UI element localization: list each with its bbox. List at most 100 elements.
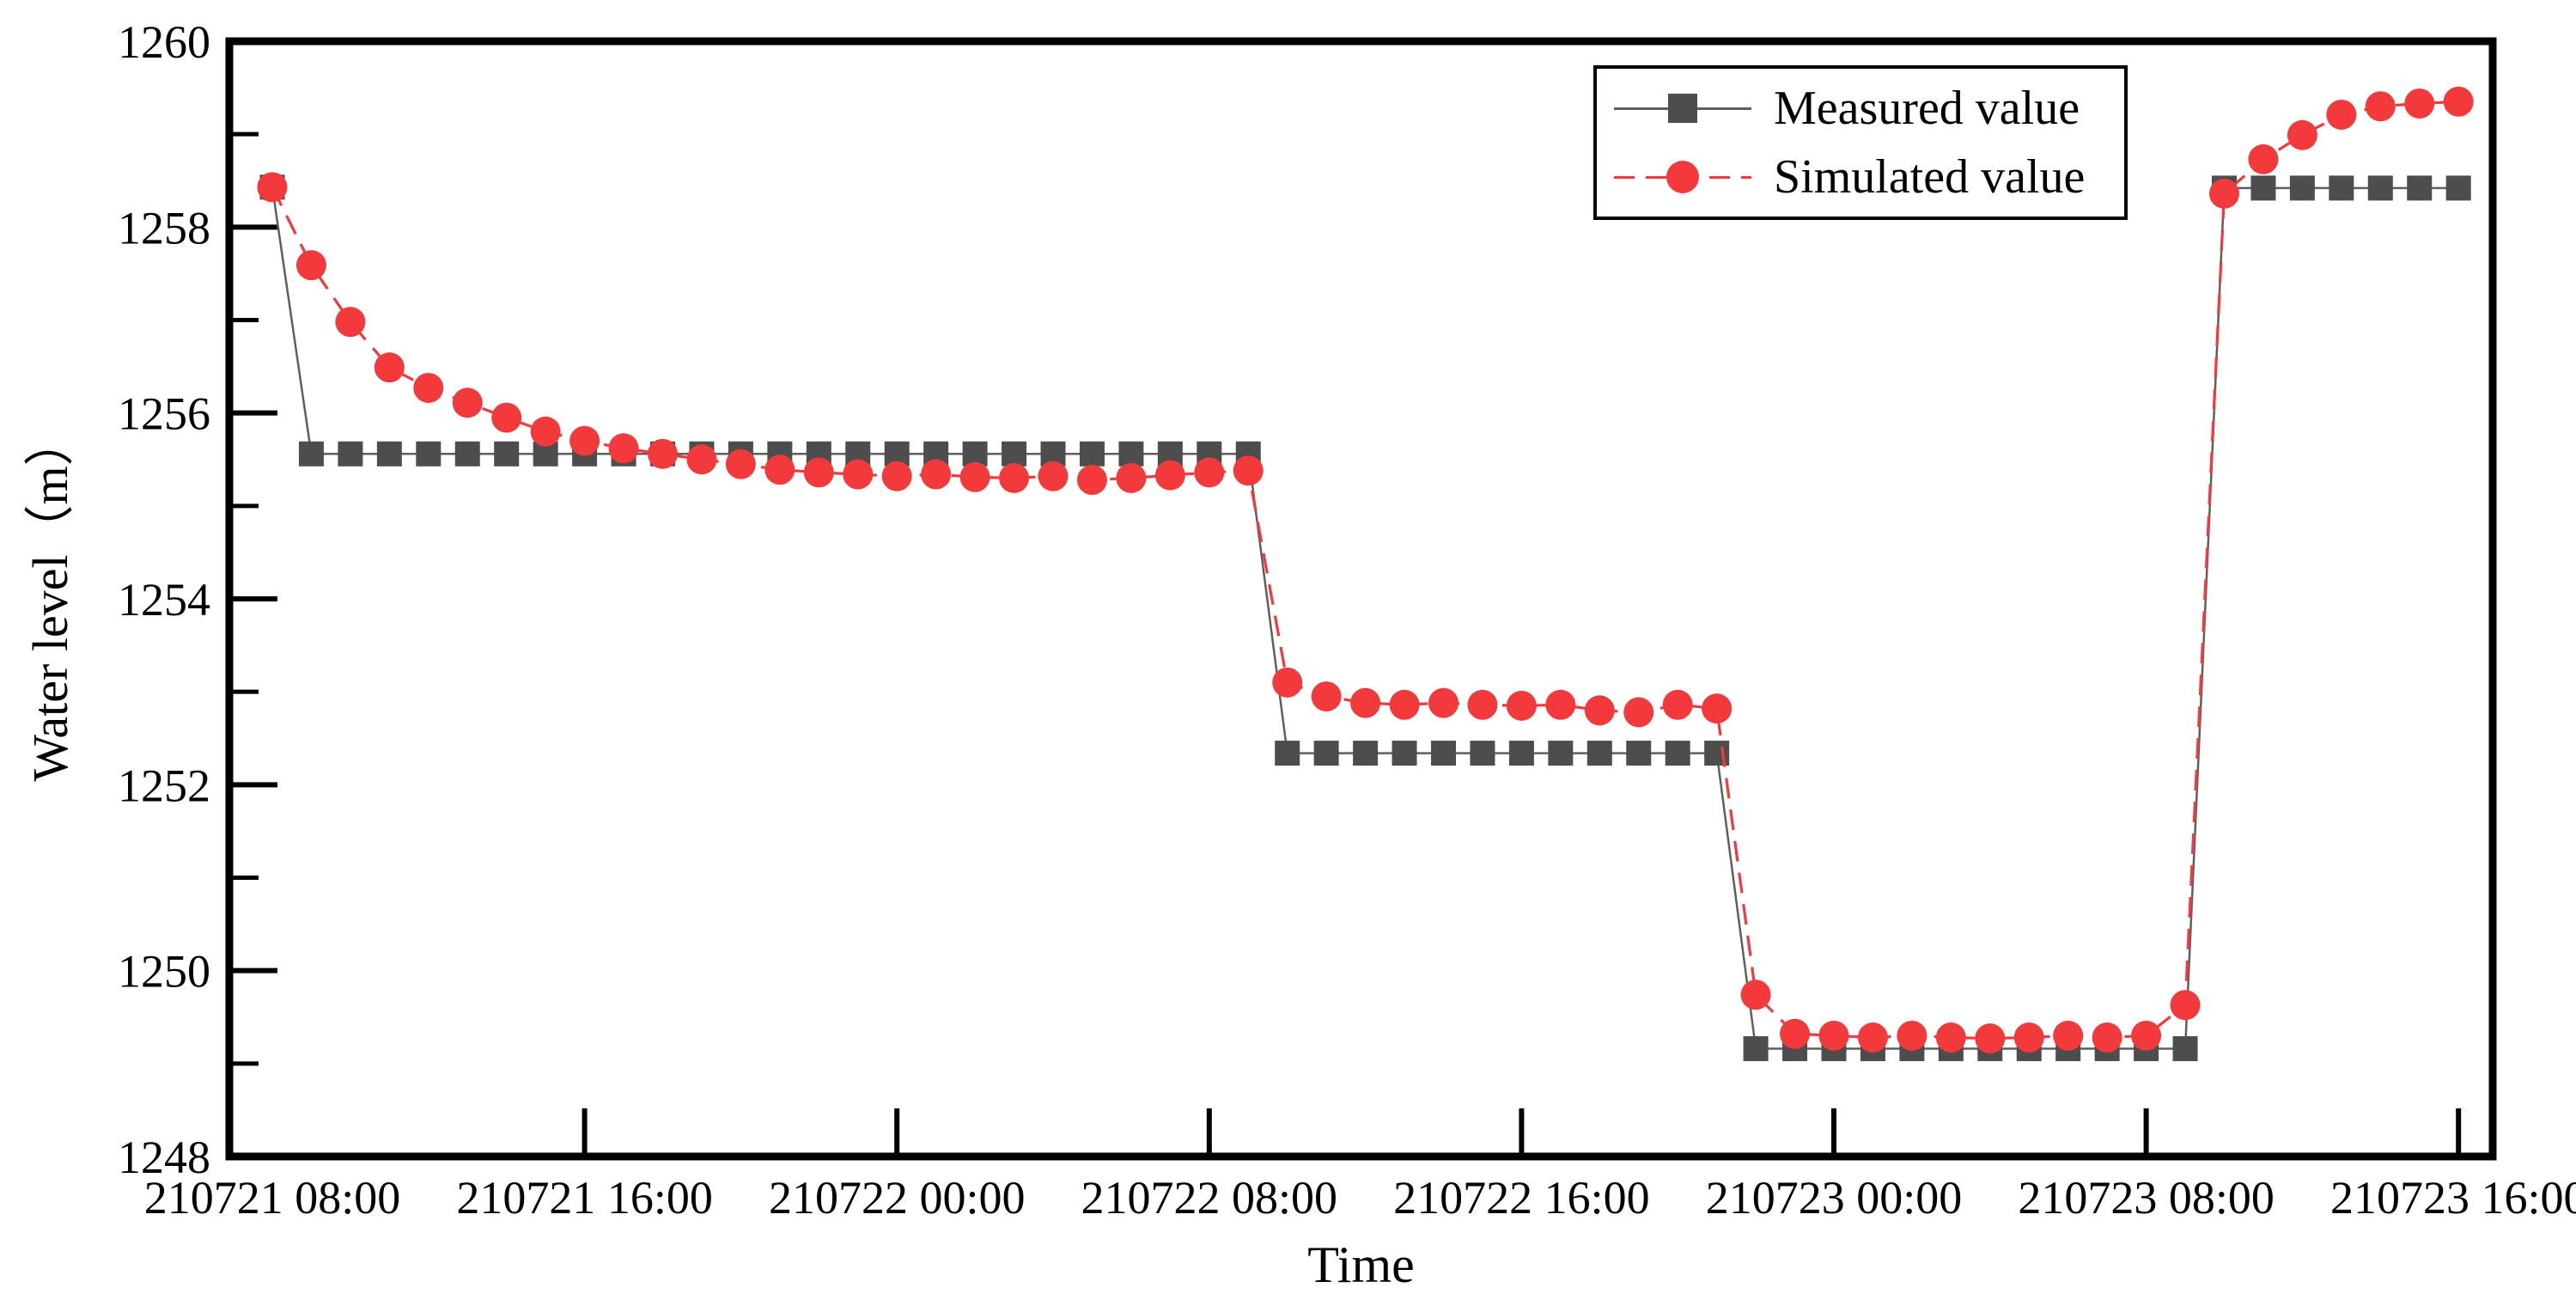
simulated-marker	[803, 457, 834, 488]
simulated-marker	[1076, 465, 1107, 496]
measured-marker	[1118, 441, 1144, 467]
x-axis-tick-label: 210723 16:00	[2330, 1172, 2576, 1224]
measured-marker	[376, 441, 402, 467]
simulated-marker	[1897, 1020, 1927, 1051]
simulated-marker	[374, 352, 405, 383]
measured-marker	[2367, 175, 2393, 201]
measured-marker	[1431, 741, 1456, 766]
measured-marker	[1392, 741, 1417, 766]
simulated-marker	[608, 433, 639, 464]
measured-marker	[1002, 441, 1027, 467]
simulated-marker	[725, 449, 756, 479]
x-axis-tick-label: 210722 00:00	[769, 1172, 1026, 1224]
simulated-marker	[881, 461, 912, 491]
simulated-marker	[2443, 86, 2474, 117]
x-axis-tick-label: 210723 08:00	[2018, 1172, 2275, 1224]
simulated-marker	[2053, 1020, 2084, 1051]
measured-marker	[1079, 441, 1105, 467]
measured-marker	[338, 441, 363, 467]
simulated-marker	[413, 372, 444, 403]
measured-marker	[298, 441, 324, 467]
simulated-marker	[1194, 457, 1225, 488]
simulated-line	[271, 100, 2459, 1041]
simulated-marker	[1584, 695, 1615, 726]
measured-marker	[1626, 741, 1652, 766]
y-axis-tick-label: 1248	[118, 1132, 210, 1183]
measured-marker	[2329, 175, 2354, 201]
simulated-marker	[2013, 1022, 2044, 1053]
x-axis-tick-label: 210722 16:00	[1393, 1172, 1650, 1224]
simulated-marker	[686, 444, 717, 475]
simulated-marker	[1350, 687, 1381, 718]
y-axis-title: Water level（m）	[22, 416, 78, 781]
simulated-marker	[1975, 1023, 2006, 1054]
chart-legend: Measured value Simulated value	[1593, 65, 2128, 220]
measured-marker	[1743, 1036, 1769, 1062]
simulated-marker	[1857, 1022, 1888, 1053]
x-axis-tick-label: 210721 16:00	[456, 1172, 713, 1224]
measured-marker	[454, 441, 480, 467]
simulated-marker	[648, 438, 678, 469]
simulated-marker	[295, 250, 326, 281]
measured-marker	[416, 441, 442, 467]
measured-line-sample-icon	[1614, 88, 1751, 129]
measured-marker	[1548, 741, 1574, 766]
measured-marker	[2407, 175, 2433, 201]
simulated-marker	[2209, 178, 2239, 209]
simulated-marker	[2404, 88, 2435, 119]
simulated-marker	[1272, 667, 1303, 698]
measured-marker	[1275, 741, 1300, 766]
simulated-marker	[1428, 687, 1459, 718]
measured-marker	[2289, 175, 2315, 201]
simulated-marker	[1545, 689, 1576, 720]
simulated-marker	[1935, 1022, 1966, 1053]
legend-label-simulated: Simulated value	[1774, 150, 2086, 204]
measured-marker	[1353, 741, 1379, 766]
simulated-marker	[452, 388, 483, 418]
measured-marker	[1586, 741, 1612, 766]
legend-entry-measured: Measured value	[1614, 84, 2107, 132]
simulated-marker	[2092, 1022, 2122, 1053]
simulated-marker	[1038, 461, 1069, 491]
simulated-marker	[1702, 693, 1733, 724]
measured-marker	[1665, 741, 1690, 766]
simulated-marker	[1506, 690, 1537, 721]
simulated-marker	[530, 416, 561, 447]
measured-marker	[1470, 741, 1495, 766]
simulated-marker	[335, 307, 366, 338]
simulated-marker	[2287, 119, 2317, 150]
y-axis-tick-label: 1256	[118, 388, 210, 440]
simulated-marker	[1818, 1020, 1849, 1051]
simulated-marker	[2365, 91, 2396, 122]
simulated-line-sample-icon	[1614, 156, 1751, 198]
measured-marker	[2172, 1036, 2198, 1062]
simulated-marker	[569, 425, 600, 456]
plot-frame	[225, 37, 2497, 1161]
simulated-marker	[1467, 689, 1498, 720]
measured-marker	[1704, 741, 1730, 766]
measured-marker	[2445, 175, 2471, 201]
simulated-marker	[1623, 697, 1654, 728]
simulated-marker	[1233, 455, 1264, 486]
simulated-marker	[257, 172, 288, 203]
measured-marker	[494, 441, 520, 467]
legend-label-measured: Measured value	[1774, 82, 2080, 135]
x-axis-tick-label: 210721 08:00	[144, 1172, 401, 1224]
simulated-marker	[491, 402, 522, 433]
simulated-marker	[959, 461, 990, 492]
simulated-marker	[1740, 980, 1771, 1010]
simulated-marker	[1311, 681, 1342, 712]
simulated-marker	[2131, 1020, 2162, 1051]
y-axis-tick-label: 1252	[118, 760, 210, 811]
x-axis-title: Time	[1307, 1236, 1415, 1293]
measured-marker	[2250, 175, 2276, 201]
simulated-marker	[2170, 990, 2201, 1021]
simulated-marker	[843, 459, 874, 490]
y-axis-tick-label: 1250	[118, 946, 210, 998]
simulated-marker	[2326, 99, 2357, 130]
y-axis-tick-label: 1258	[118, 202, 210, 253]
measured-marker	[1508, 741, 1534, 766]
simulated-marker	[921, 459, 952, 490]
